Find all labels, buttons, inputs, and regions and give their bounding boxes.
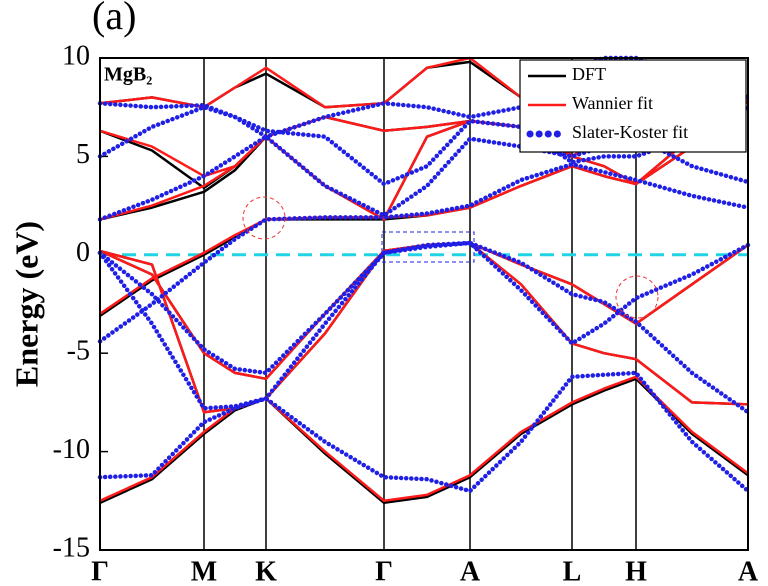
band	[99, 377, 749, 505]
band	[99, 375, 749, 503]
highlight-circle	[615, 275, 659, 319]
band	[97, 134, 751, 222]
plot-area: -15 -10 -5 0 5 10 Γ M K Γ A L H A DFT Wannier fit Slater…	[53, 40, 759, 586]
y-tick-label: -15	[53, 532, 90, 563]
y-axis-label: Energy (eV)	[8, 221, 44, 387]
x-tick-label: L	[563, 556, 582, 586]
band	[97, 240, 751, 415]
x-tick-label: A	[738, 556, 759, 586]
x-tick-label: A	[460, 556, 481, 586]
x-tick-label: K	[255, 556, 277, 586]
x-tick-label: H	[625, 556, 647, 586]
y-tick-label: 0	[76, 237, 90, 268]
highlight-circle	[242, 196, 286, 240]
band	[97, 162, 751, 344]
plot-frame	[99, 57, 749, 551]
legend-label: DFT	[572, 64, 606, 84]
x-tick-label: Γ	[375, 556, 393, 586]
y-tick-label: 10	[62, 40, 90, 71]
annotation: MgB₂	[104, 64, 152, 86]
legend-label: Wannier fit	[572, 93, 653, 113]
y-tick-label: 5	[76, 139, 90, 170]
highlight-box	[381, 231, 475, 263]
x-tick-label: Γ	[91, 556, 109, 586]
y-tick-label: -10	[53, 434, 90, 465]
band	[97, 240, 751, 376]
y-tick-label: -5	[67, 336, 90, 367]
panel-label: (a)	[92, 0, 136, 38]
band	[97, 370, 751, 494]
x-tick-label: M	[191, 556, 217, 586]
legend-label: Slater-Koster fit	[572, 122, 688, 142]
